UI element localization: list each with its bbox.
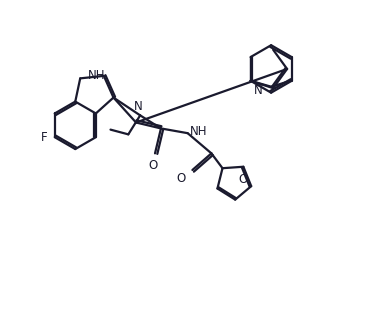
Text: O: O xyxy=(176,172,185,185)
Text: NH: NH xyxy=(88,69,105,82)
Text: O: O xyxy=(239,173,248,186)
Text: F: F xyxy=(41,131,48,144)
Text: N: N xyxy=(254,84,262,97)
Text: N: N xyxy=(133,100,142,113)
Text: O: O xyxy=(148,159,157,172)
Text: NH: NH xyxy=(190,126,207,139)
